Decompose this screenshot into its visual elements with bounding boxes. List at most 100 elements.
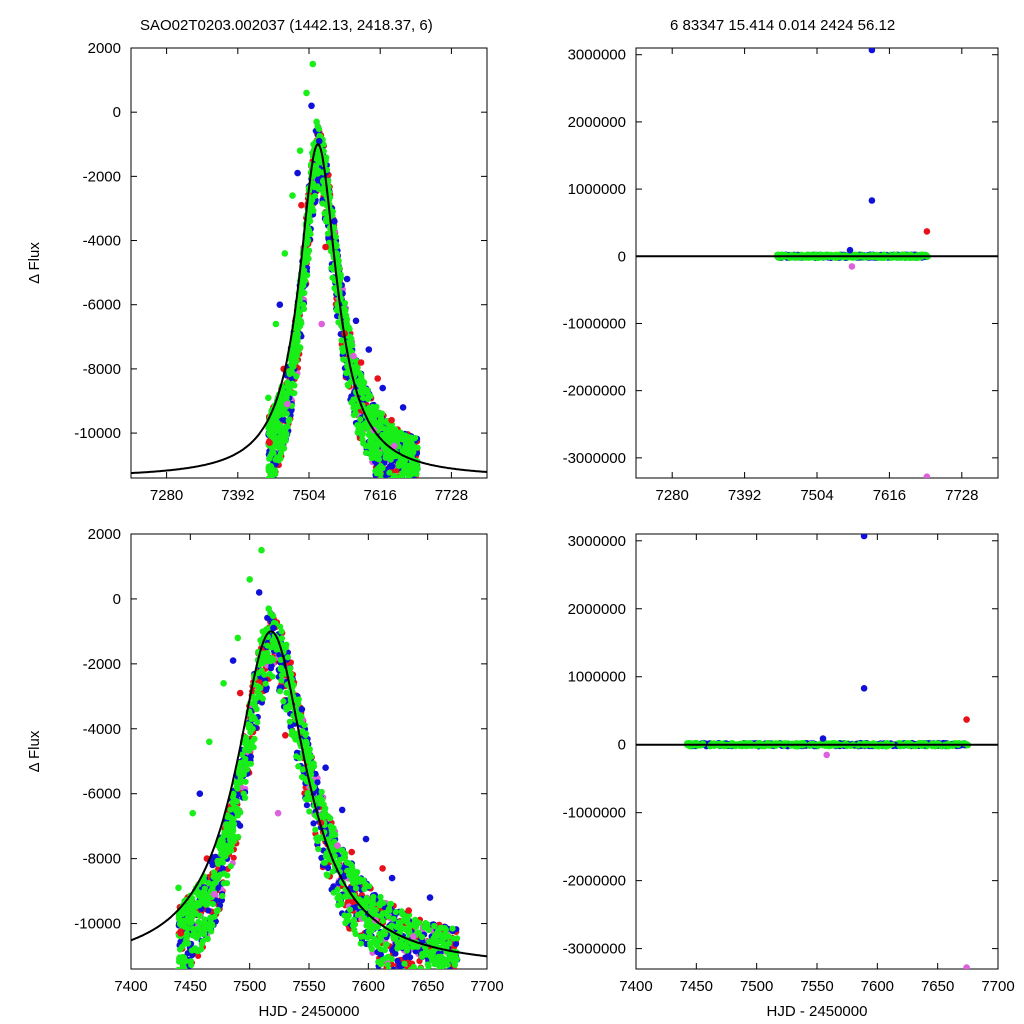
scatter-point-green xyxy=(400,493,406,499)
scatter-point-red xyxy=(396,492,402,498)
scatter-point-green xyxy=(370,434,377,441)
scatter-point-green xyxy=(409,478,415,484)
scatter-point-green xyxy=(324,872,331,879)
scatter-point-green xyxy=(441,933,448,940)
scatter-point-red xyxy=(394,976,400,982)
scatter-point-green xyxy=(223,824,230,831)
scatter-point-green xyxy=(279,440,286,447)
scatter-point-green xyxy=(199,898,207,905)
scatter-point-green xyxy=(319,796,326,803)
y-tick-label: -10000 xyxy=(74,916,121,933)
scatter-point-green xyxy=(400,488,406,494)
scatter-point-green xyxy=(357,940,364,947)
scatter-point-green xyxy=(277,623,284,630)
scatter-point-green xyxy=(278,628,285,635)
scatter-point-blue xyxy=(407,954,414,961)
scatter-point-red xyxy=(414,483,420,489)
scatter-point-green xyxy=(414,480,420,486)
x-tick-label: 7400 xyxy=(114,978,147,995)
scatter-point-green xyxy=(303,740,310,747)
scatter-point-green xyxy=(265,480,271,486)
data-point-blue xyxy=(315,137,323,145)
data-point-blue xyxy=(308,102,315,110)
scatter-point-green xyxy=(342,893,349,900)
data-point-green xyxy=(289,192,296,199)
y-axis-label: Δ Flux xyxy=(26,730,43,772)
scatter-point-green xyxy=(187,904,194,911)
scatter-point-green xyxy=(301,258,308,265)
scatter-point-green xyxy=(449,925,456,932)
scatter-point-green xyxy=(308,205,315,212)
data-point-green xyxy=(334,259,342,267)
scatter-point-green xyxy=(213,873,221,880)
scatter-point-green xyxy=(296,755,303,762)
scatter-point-blue xyxy=(414,492,420,498)
scatter-point-green xyxy=(386,900,394,908)
y-tick-label: -1000000 xyxy=(563,315,626,332)
scatter-point-green xyxy=(353,879,361,886)
scatter-point-green xyxy=(402,490,408,496)
scatter-point-blue xyxy=(264,614,271,622)
scatter-point-green xyxy=(265,478,271,484)
scatter-point-green xyxy=(288,671,295,678)
scatter-point-red xyxy=(195,952,202,960)
scatter-point-green xyxy=(337,271,344,278)
scatter-point-green xyxy=(269,467,276,474)
scatter-point-green xyxy=(276,422,283,429)
scatter-point-green xyxy=(204,936,211,943)
scatter-point-green xyxy=(404,979,410,985)
y-tick-label: 0 xyxy=(618,248,626,265)
x-tick-label: 7392 xyxy=(728,487,761,504)
data-point-green xyxy=(281,250,289,257)
scatter-point-green xyxy=(423,968,428,969)
scatter-point-blue xyxy=(389,463,396,470)
data-point-green xyxy=(369,410,376,418)
scatter-point-green xyxy=(417,965,424,969)
scatter-point-red xyxy=(403,972,409,978)
scatter-point-green xyxy=(388,922,395,929)
scatter-point-blue xyxy=(445,977,451,983)
scatter-point-green xyxy=(265,422,272,429)
scatter-point-violet xyxy=(396,974,402,980)
scatter-point-green xyxy=(333,242,340,249)
scatter-point-green xyxy=(289,339,297,346)
x-tick-label: 7450 xyxy=(174,978,207,995)
scatter-point-green xyxy=(184,925,191,932)
scatter-point-green xyxy=(414,444,421,451)
scatter-point-blue xyxy=(399,494,405,500)
scatter-point-green xyxy=(445,956,452,963)
y-tick-label: -2000 xyxy=(83,168,121,185)
scatter-point-green xyxy=(367,441,374,449)
scatter-point-green xyxy=(229,833,236,840)
scatter-point-green xyxy=(379,956,386,964)
scatter-point-green xyxy=(379,480,385,486)
scatter-point-green xyxy=(384,961,391,969)
data-point-green xyxy=(296,147,304,154)
scatter-point-green xyxy=(271,414,278,421)
data-point-blue xyxy=(294,169,301,177)
scatter-point-green xyxy=(359,436,366,443)
scatter-point-green xyxy=(370,893,377,901)
scatter-point-violet xyxy=(444,975,450,981)
scatter-point-green xyxy=(404,447,411,454)
scatter-point-green xyxy=(335,319,342,326)
scatter-point-green xyxy=(310,760,317,767)
scatter-point-blue xyxy=(407,486,413,492)
scatter-point-green xyxy=(268,474,275,478)
scatter-point-green xyxy=(382,454,389,461)
scatter-point-red xyxy=(413,495,419,501)
scatter-point-green xyxy=(183,930,190,937)
scatter-point-blue xyxy=(434,971,440,977)
scatter-point-green xyxy=(318,788,325,796)
scatter-point-green xyxy=(315,126,323,133)
scatter-point-green xyxy=(374,466,381,473)
scatter-point-green xyxy=(300,282,307,289)
scatter-point-green xyxy=(404,944,411,951)
scatter-point-blue xyxy=(189,951,196,959)
y-tick-label: -8000 xyxy=(83,851,121,868)
x-tick-label: 7504 xyxy=(292,487,325,504)
scatter-point-green xyxy=(245,724,252,731)
scatter-point-green xyxy=(405,497,411,503)
scatter-point-green xyxy=(296,318,303,326)
scatter-point-green xyxy=(405,497,411,503)
